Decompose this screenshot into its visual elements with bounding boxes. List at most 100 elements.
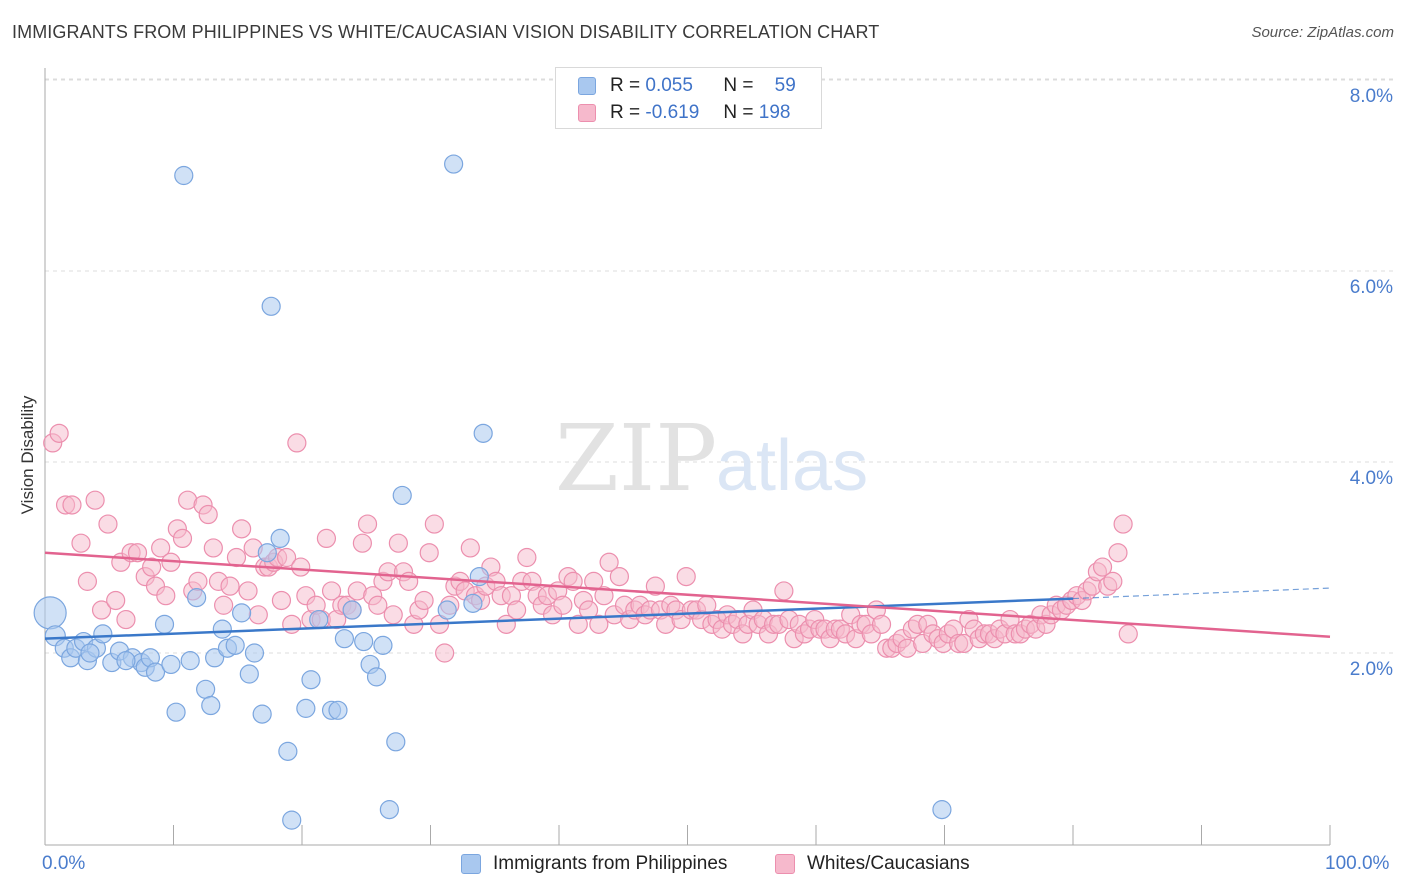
whites-point [276,547,297,568]
philippines-trend-extension [1072,587,1331,600]
philippines-point [932,800,952,820]
philippines-point [205,648,225,668]
philippines-point [444,154,464,174]
r-label: R = [610,75,641,96]
whites-point [1108,543,1128,563]
whites-point [871,614,892,634]
watermark-zip: ZIP [555,405,717,512]
whites-point [609,566,629,587]
philippines-point [187,588,207,608]
whites-point [151,538,171,558]
whites-point [568,614,588,634]
philippines-point [252,704,272,724]
whites-point [357,514,378,534]
blue-swatch-icon [461,854,481,874]
n-label: N = [723,102,754,123]
whites-point [49,423,69,443]
r-value: -0.619 [645,102,700,123]
pink-swatch-icon [578,104,596,122]
philippines-point [386,732,406,752]
whites-point [1113,514,1133,534]
philippines-point [232,603,252,623]
philippines-point [328,700,348,720]
whites-point [238,581,258,601]
whites-point [414,590,434,611]
philippines-point [261,296,281,316]
whites-point [1092,557,1113,577]
whites-point [91,600,112,620]
philippines-point [145,662,166,682]
whites-point [98,514,118,534]
y-axis-label: Vision Disability [18,395,37,515]
philippines-point [161,654,181,675]
r-label: R = [610,102,641,123]
n-value: 198 [758,102,791,123]
legend-label: Whites/Caucasians [807,853,970,874]
y-tick-label: 6.0% [1349,277,1393,298]
watermark-atlas: atlas [716,426,868,506]
whites-point [506,600,527,620]
whites-point [383,605,403,625]
y-tick-label: 4.0% [1349,468,1393,489]
y-tick-label: 2.0% [1349,659,1393,680]
whites-point [424,514,444,534]
whites-point [156,586,176,606]
whites-point [589,614,609,634]
whites-point [1103,571,1123,591]
whites-point [203,538,223,558]
philippines-point [366,667,387,687]
whites-point [106,590,126,611]
philippines-point [301,670,321,690]
philippines-point [373,635,393,655]
philippines-point [154,614,175,634]
philippines-trend-line [44,597,1074,640]
philippines-point [80,643,100,663]
legend-row-philippines: R = 0.055 N = 59 [578,73,796,99]
philippines-point [309,609,329,630]
blue-swatch-icon [578,77,596,95]
whites-point [368,595,388,615]
philippines-point [196,679,216,699]
n-label: N = [723,75,754,96]
legend-label: Immigrants from Philippines [493,853,728,874]
whites-point [62,495,82,515]
philippines-point [174,165,194,186]
philippines-point [212,619,232,639]
philippines-point [296,698,316,718]
whites-point [85,490,105,510]
whites-point [316,528,337,549]
philippines-point [334,629,355,649]
watermark: ZIP atlas [555,405,868,512]
whites-point [1118,624,1138,644]
n-value: 59 [774,75,796,96]
philippines-point [379,800,399,820]
philippines-point [225,635,245,655]
philippines-point [270,528,290,549]
whites-point [435,643,455,663]
philippines-point [239,664,259,684]
philippines-point [342,600,362,620]
whites-point [214,595,234,615]
whites-point [291,557,311,577]
philippines-point [33,596,67,630]
axes [44,68,1331,846]
whites-point [594,586,614,606]
philippines-point [392,485,412,506]
philippines-point [93,624,113,644]
philippines-point [437,600,457,620]
philippines-point [244,643,265,663]
whites-point [71,533,91,553]
legend-item-whites: Whites/Caucasians [775,851,970,877]
whites-point [226,547,247,568]
whites-point [645,576,665,596]
correlation-legend: R = 0.055 N = 59 R = -0.619 N = 198 [555,67,822,129]
x-tick-label: 100.0% [1325,853,1390,874]
philippines-point [469,566,489,587]
whites-point [248,605,268,625]
whites-point [676,566,696,587]
philippines-point [180,651,200,671]
philippines-point [354,631,374,652]
philippines-point [282,810,302,830]
trend-lines [44,551,1331,640]
